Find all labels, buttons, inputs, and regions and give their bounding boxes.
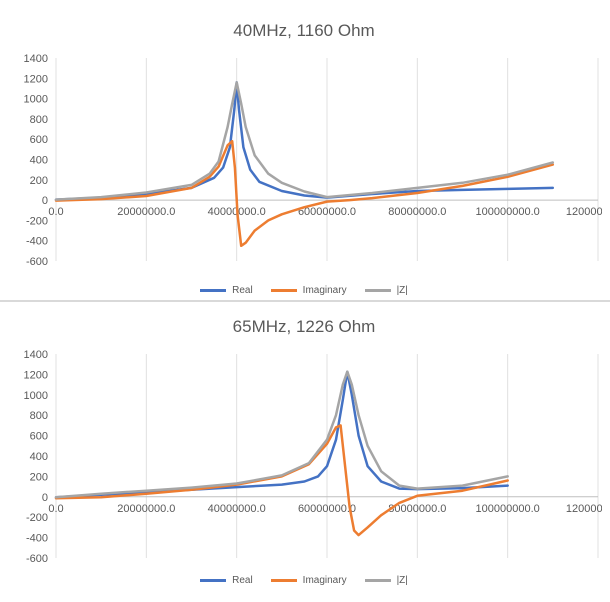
x-tick-label: 80000000.0 (388, 206, 446, 218)
y-tick-label: 1200 (24, 73, 48, 85)
chart-legend: Real Imaginary |Z| (6, 285, 602, 296)
x-tick-label: 120000000.0 (566, 206, 602, 218)
legend-label: Real (232, 285, 253, 296)
chart-title: 40MHz, 1160 Ohm (233, 21, 375, 40)
series-line-imaginary (54, 139, 555, 248)
legend-label: Imaginary (302, 285, 347, 296)
chart-plot-2: 1400 1200 1000 800 600 400 200 0 -200 -400 -600 0.0… (24, 349, 602, 565)
legend-label: Imaginary (302, 575, 347, 586)
legend-label: |Z| (396, 575, 408, 586)
y-tick-label: 200 (30, 175, 48, 187)
x-tick-label: 0.0 (48, 503, 63, 515)
legend-swatch-magnitude (364, 579, 391, 582)
x-tick-label: 100000000.0 (476, 206, 540, 218)
y-tick-label: 1000 (24, 390, 48, 402)
legend-label: Real (232, 575, 253, 586)
y-tick-label: -400 (26, 533, 48, 545)
y-tick-label: 1200 (24, 369, 48, 381)
y-tick-label: -600 (26, 553, 48, 565)
y-tick-label: 1400 (24, 349, 48, 361)
y-tick-label: 800 (30, 114, 48, 126)
y-tick-label: 0 (42, 492, 48, 504)
x-tick-label: 60000000.0 (298, 206, 356, 218)
x-tick-label: 20000000.0 (117, 206, 175, 218)
y-tick-label: -400 (26, 236, 48, 248)
series-line-real (54, 370, 509, 499)
chart-plot-1: 1400 1200 1000 800 600 400 200 0 -200 -400 -600 0.0… (24, 53, 602, 268)
legend-label: |Z| (396, 285, 408, 296)
y-tick-label: 800 (30, 410, 48, 422)
y-tick-label: 400 (30, 155, 48, 167)
legend-item-real: Real (200, 285, 253, 296)
x-tick-label: 100000000.0 (476, 503, 540, 515)
y-tick-label: -200 (26, 215, 48, 227)
y-tick-label: 200 (30, 471, 48, 483)
legend-item-imaginary: Imaginary (270, 285, 347, 296)
legend-item-real: Real (200, 575, 253, 586)
x-tick-label: 80000000.0 (388, 503, 446, 515)
chart-panel-1: 40MHz, 1160 Ohm 1400 1200 1000 800 600 400 200… (6, 4, 602, 300)
y-tick-label: 1400 (24, 53, 48, 65)
series-line-magnitude (54, 81, 555, 201)
y-tick-label: 600 (30, 134, 48, 146)
chart-legend: Real Imaginary |Z| (6, 575, 602, 586)
legend-swatch-magnitude (364, 289, 391, 292)
x-tick-label: 20000000.0 (117, 503, 175, 515)
y-tick-label: 1000 (24, 94, 48, 106)
y-tick-label: -200 (26, 512, 48, 524)
series-line-magnitude (54, 370, 509, 499)
y-tick-label: 400 (30, 451, 48, 463)
x-tick-label: 0.0 (48, 206, 63, 218)
legend-swatch-imaginary (270, 579, 297, 582)
legend-item-magnitude: |Z| (364, 285, 408, 296)
legend-swatch-imaginary (270, 289, 297, 292)
chart-panel-2: 65MHz, 1226 Ohm 1400 1200 1000 800 600 400 200… (6, 302, 602, 596)
x-tick-label: 60000000.0 (298, 503, 356, 515)
chart-title: 65MHz, 1226 Ohm (232, 317, 376, 336)
y-tick-label: -600 (26, 256, 48, 268)
legend-item-imaginary: Imaginary (270, 575, 347, 586)
legend-swatch-real (200, 579, 227, 582)
y-tick-label: 0 (42, 195, 48, 207)
y-tick-label: 600 (30, 431, 48, 443)
x-tick-label: 40000000.0 (208, 503, 266, 515)
legend-swatch-real (200, 289, 227, 292)
x-tick-label: 120000000.0 (566, 503, 602, 515)
legend-item-magnitude: |Z| (364, 575, 408, 586)
series-line-imaginary (54, 424, 509, 537)
panel-divider (0, 300, 610, 302)
